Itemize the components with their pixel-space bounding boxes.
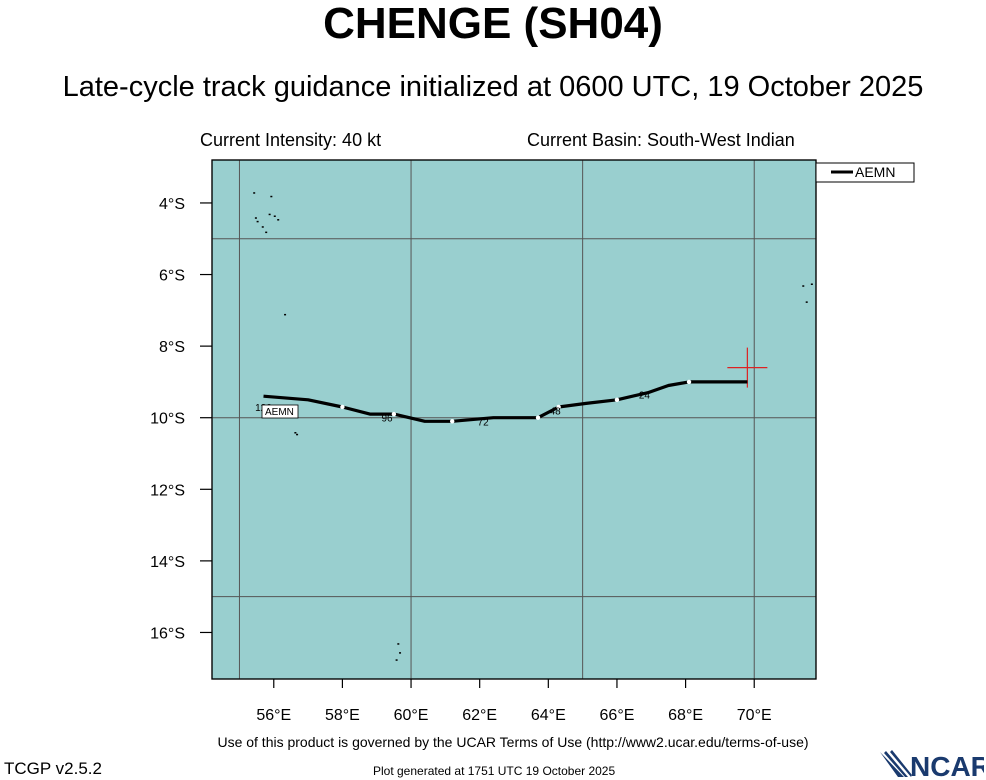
lon-tick-label: 70°E <box>737 707 772 724</box>
chart-title: CHENGE (SH04) <box>323 0 663 48</box>
ncar-logo: NCAR <box>880 750 984 778</box>
island <box>265 231 268 234</box>
lat-tick-label: 4°S <box>159 196 185 213</box>
legend: AEMN <box>815 162 915 183</box>
island <box>273 215 276 217</box>
island <box>268 213 271 216</box>
track-markers <box>340 379 692 424</box>
island <box>802 285 805 287</box>
chart-subtitle: Late-cycle track guidance initialized at… <box>62 71 924 103</box>
current-intensity: Current Intensity: 40 kt <box>200 130 382 150</box>
island <box>284 313 287 316</box>
track-marker <box>340 404 345 410</box>
lat-tick-label: 8°S <box>159 339 185 356</box>
ncar-logo-text: NCAR <box>910 751 984 778</box>
aemn-track-line <box>263 380 748 423</box>
hour-label: 96 <box>381 414 393 425</box>
island <box>805 301 808 303</box>
island <box>395 659 398 661</box>
lon-tick-label: 60°E <box>394 707 429 724</box>
lon-tick-label: 68°E <box>668 707 703 724</box>
lat-tick-label: 14°S <box>150 554 185 571</box>
lon-tick-label: 58°E <box>325 707 360 724</box>
track-marker <box>535 415 541 420</box>
track-marker <box>614 397 620 403</box>
track-marker <box>450 419 455 424</box>
lat-tick-label: 10°S <box>150 411 185 428</box>
track-model-tag-label: AEMN <box>265 407 294 418</box>
island <box>256 220 259 223</box>
lat-tick-label: 16°S <box>150 625 185 642</box>
lat-tick-label: 12°S <box>150 482 185 499</box>
island <box>397 643 400 645</box>
island <box>270 195 273 198</box>
island <box>261 226 264 228</box>
lon-tick-label: 62°E <box>462 707 497 724</box>
hour-label: 48 <box>550 407 562 418</box>
generated-timestamp: Plot generated at 1751 UTC 19 October 20… <box>373 764 616 778</box>
lon-ticks: 56°E 58°E 60°E 62°E 64°E 66°E 68°E 70°E <box>256 679 772 724</box>
island <box>254 217 257 219</box>
island <box>399 652 402 654</box>
track-model-tag: AEMN <box>261 404 299 419</box>
track-marker <box>686 379 692 385</box>
track-marker <box>556 404 561 410</box>
hour-label: 24 <box>639 390 651 401</box>
legend-label: AEMN <box>855 164 895 180</box>
current-basin: Current Basin: South-West Indian <box>527 130 795 150</box>
island-outlines <box>253 192 813 661</box>
island <box>294 432 297 434</box>
track-marker <box>391 411 397 417</box>
terms-of-use: Use of this product is governed by the U… <box>217 734 809 750</box>
lon-tick-label: 64°E <box>531 707 566 724</box>
hour-label: 72 <box>478 417 490 428</box>
island <box>277 219 280 221</box>
ocean-background <box>211 159 817 680</box>
ncar-logo-swoosh-icon <box>880 750 912 777</box>
version-label: TCGP v2.5.2 <box>4 759 102 778</box>
lat-ticks: 4°S 6°S 8°S 10°S 12°S 14°S 16°S <box>150 196 212 642</box>
island <box>296 433 299 436</box>
map-frame <box>211 159 817 680</box>
lat-tick-label: 6°S <box>159 268 185 285</box>
lon-tick-label: 56°E <box>256 707 291 724</box>
island <box>253 192 256 194</box>
island <box>810 283 813 285</box>
lon-tick-label: 66°E <box>600 707 635 724</box>
